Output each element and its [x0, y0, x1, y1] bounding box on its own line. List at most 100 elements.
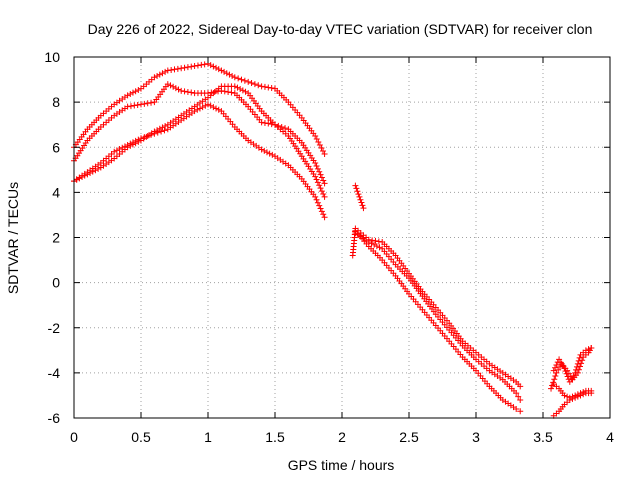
series-track-12 [550, 345, 595, 385]
data-point [550, 367, 557, 374]
data-point [356, 193, 363, 200]
data-point [235, 75, 242, 82]
data-point [320, 190, 327, 197]
data-point [245, 78, 252, 85]
x-tick-label: 3 [472, 429, 480, 445]
data-point [175, 86, 182, 93]
data-point [572, 369, 579, 376]
data-point [135, 86, 142, 93]
data-point [318, 188, 325, 195]
data-point [312, 173, 319, 180]
data-point [320, 177, 327, 184]
data-point [159, 70, 166, 77]
data-point [314, 165, 321, 172]
data-point [585, 346, 592, 353]
x-tick-label: 0 [70, 429, 78, 445]
data-point [174, 65, 181, 72]
x-tick-label: 4 [606, 429, 614, 445]
series-track-6 [349, 225, 524, 390]
data-point [141, 134, 148, 141]
data-point [566, 378, 573, 385]
data-point [562, 368, 569, 375]
data-point [162, 123, 169, 130]
data-point [178, 87, 185, 94]
data-point [127, 103, 134, 110]
data-point [517, 408, 524, 415]
data-point [141, 100, 148, 107]
data-point [144, 132, 151, 139]
data-point [211, 88, 218, 95]
data-point [168, 66, 175, 73]
data-point [548, 385, 555, 392]
series-track-10 [550, 381, 595, 401]
data-point [148, 99, 155, 106]
data-point [320, 148, 327, 155]
data-point [588, 387, 595, 394]
data-point [178, 65, 185, 72]
data-point [191, 108, 198, 115]
data-point [170, 83, 177, 90]
data-point [228, 89, 235, 96]
data-point [563, 370, 570, 377]
data-point [119, 144, 126, 151]
data-point [321, 180, 328, 187]
data-point [553, 361, 560, 368]
data-point [318, 208, 325, 215]
data-point [550, 379, 557, 386]
data-point [320, 211, 327, 218]
data-point [355, 191, 362, 198]
x-tick-label: 1 [204, 429, 212, 445]
data-point [181, 88, 188, 95]
data-point [258, 119, 265, 126]
data-point [313, 135, 320, 142]
data-point [134, 101, 141, 108]
data-point [376, 244, 383, 251]
data-point [144, 100, 151, 107]
data-point [156, 125, 163, 132]
data-point [237, 86, 244, 93]
data-point [238, 76, 245, 83]
data-point [261, 119, 268, 126]
data-point [261, 147, 268, 154]
data-point [369, 237, 376, 244]
data-point [572, 392, 579, 399]
data-point [198, 61, 205, 68]
data-point [566, 394, 573, 401]
data-point [225, 88, 232, 95]
data-point [316, 202, 323, 209]
data-point [161, 127, 168, 134]
data-point [188, 89, 195, 96]
y-tick-label: -4 [48, 365, 61, 381]
data-point [215, 66, 222, 73]
data-point [124, 103, 131, 110]
data-point [129, 89, 136, 96]
data-point [580, 389, 587, 396]
data-point [164, 67, 171, 74]
data-point [231, 74, 238, 81]
data-point [315, 138, 322, 145]
data-point [517, 383, 524, 390]
data-point [234, 84, 241, 91]
data-point [268, 85, 275, 92]
data-point [181, 64, 188, 71]
data-point [213, 105, 220, 112]
data-point [568, 375, 575, 382]
data-point [582, 347, 589, 354]
data-point [555, 366, 562, 373]
data-point [358, 199, 365, 206]
data-point [371, 241, 378, 248]
data-point [210, 63, 217, 70]
data-point [213, 64, 220, 71]
y-tick-label: 10 [44, 49, 60, 65]
data-point [132, 137, 139, 144]
axis-ticks [73, 56, 611, 419]
y-axis-label: SDTVAR / TECUs [5, 182, 21, 294]
data-point [167, 82, 174, 89]
data-point [321, 214, 328, 221]
data-point [154, 72, 161, 79]
data-point [261, 83, 268, 90]
data-point [556, 356, 563, 363]
data-point [258, 146, 265, 153]
data-point [269, 151, 276, 158]
